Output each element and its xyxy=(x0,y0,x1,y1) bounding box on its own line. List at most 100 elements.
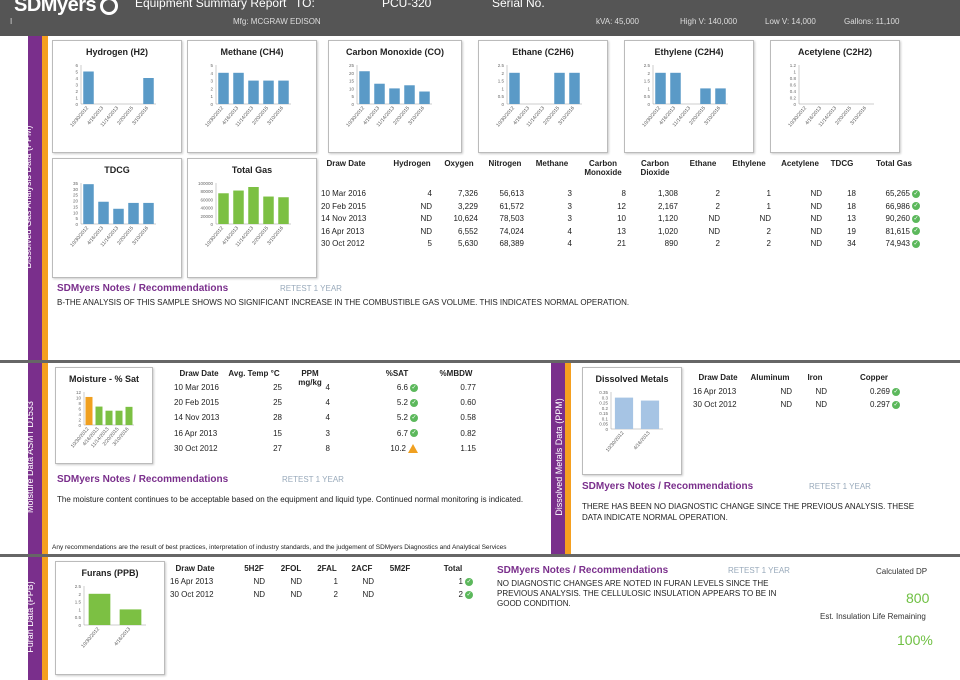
x-tick-label: 4/16/2013 xyxy=(633,430,652,451)
y-tick-label: 12 xyxy=(76,390,82,395)
chart-svg: 00.050.10.150.20.250.30.35 10/30/2012 4/16… xyxy=(599,390,663,453)
table-cell: ND xyxy=(253,590,265,599)
metals-retest: RETEST 1 YEAR xyxy=(809,482,871,491)
check-icon: ✓ xyxy=(912,189,920,198)
table-cell: ND xyxy=(708,226,720,236)
chart-title: Ethane (C2H6) xyxy=(512,47,574,57)
section-divider xyxy=(0,360,960,363)
table-cell: 74,024 xyxy=(499,226,524,236)
table-cell: 20 Feb 2015 xyxy=(174,398,219,408)
y-tick-label: 1 xyxy=(78,607,81,612)
table-cell: ND xyxy=(815,387,827,396)
table-cell: 4 xyxy=(325,398,330,408)
y-tick-label: 2.5 xyxy=(498,63,505,68)
y-tick-label: 20000 xyxy=(200,214,213,219)
check-icon: ✓ xyxy=(410,383,418,392)
to-value: PCU-320 xyxy=(382,0,432,10)
column-header: Draw Date xyxy=(179,369,219,378)
table-cell: 8 xyxy=(325,443,330,453)
bar xyxy=(83,71,94,104)
moisture-section-label: Moisture Data ASMT D1533 xyxy=(25,401,35,513)
bar xyxy=(95,406,103,425)
mfg-info: Mfg: MCGRAW EDISON xyxy=(233,17,321,26)
chart-title: Total Gas xyxy=(231,165,273,175)
table-cell: 1,020 xyxy=(657,226,678,236)
table-cell: 5,630 xyxy=(457,239,478,248)
y-tick-label: 6 xyxy=(75,63,78,68)
carbon-monoxide-chart: Carbon Monoxide (CO) 0 5 10 15 20 25 10/30/2012… xyxy=(328,40,462,153)
column-header: Avg. Temp °C xyxy=(228,369,280,378)
serial-label: Serial No. xyxy=(492,0,545,10)
table-cell: 2 xyxy=(715,189,720,198)
table-cell: 66,986 ✓ xyxy=(885,201,920,211)
table-cell: 13 xyxy=(617,226,626,236)
table-cell: 14 Nov 2013 xyxy=(174,413,220,423)
table-cell: 3 xyxy=(567,201,572,211)
dissolved-metals-chart: Dissolved Metals 0 0.05 0.1 0.15 0.2 0.25 0.3 0.… xyxy=(582,367,682,475)
y-tick-label: 15 xyxy=(73,204,79,209)
y-tick-label: 40000 xyxy=(200,206,213,211)
table-cell: 16 Apr 2013 xyxy=(321,226,365,236)
y-tick-label: 1 xyxy=(501,86,504,91)
bar xyxy=(404,85,415,104)
calculated-dp-label: Calculated DP xyxy=(876,567,928,576)
y-tick-label: 15 xyxy=(349,79,355,84)
table-cell: 890 xyxy=(664,239,678,248)
y-tick-label: 2 xyxy=(75,89,78,94)
moisture-accent xyxy=(42,363,48,554)
bar xyxy=(143,78,154,104)
moisture-band xyxy=(28,363,42,554)
bar xyxy=(640,400,660,429)
table-cell: 90,260 ✓ xyxy=(885,214,920,223)
section-divider xyxy=(0,554,960,557)
ethylene-chart: Ethylene (C2H4) 0 0.5 1 1.5 2 2.5 10/30/2012 4/1… xyxy=(624,40,754,153)
lowv-info: Low V: 14,000 xyxy=(765,17,816,26)
y-tick-label: 0.3 xyxy=(602,395,609,400)
table-cell: 7,326 xyxy=(457,189,478,198)
bar xyxy=(248,186,259,224)
table-cell: 30 Oct 2012 xyxy=(174,443,218,453)
table-cell: 20 Feb 2015 xyxy=(321,201,366,211)
bar xyxy=(233,72,244,104)
recommendations-disclaimer: Any recommendations are the result of be… xyxy=(52,544,507,551)
table-cell: 12 xyxy=(617,201,626,211)
bar xyxy=(113,208,124,224)
table-cell: 78,503 xyxy=(499,214,524,223)
table-cell: 3 xyxy=(325,428,330,438)
calculated-dp-value: 800 xyxy=(906,590,930,606)
x-tick-label: 10/30/2012 xyxy=(69,225,90,248)
tdcg-chart: TDCG 0 5 10 15 20 25 30 35 10/30/2012 4/16/2013 11/… xyxy=(52,158,182,278)
table-cell: 74,943 ✓ xyxy=(885,239,920,248)
chart-title: Carbon Monoxide (CO) xyxy=(346,47,444,57)
x-tick-label: 10/30/2012 xyxy=(787,105,808,128)
y-tick-label: 2 xyxy=(647,71,650,76)
column-header: 2ACF xyxy=(351,564,373,573)
column-header: Draw Date xyxy=(175,564,215,573)
column-header: Aluminum xyxy=(750,373,790,382)
x-tick-label: 10/30/2012 xyxy=(345,105,366,128)
chart-title: Moisture - % Sat xyxy=(68,374,139,384)
y-tick-label: 0 xyxy=(501,102,504,107)
y-tick-label: 0.5 xyxy=(644,94,651,99)
table-cell: ND xyxy=(420,214,432,223)
y-tick-label: 0 xyxy=(605,427,608,432)
bar xyxy=(509,72,520,104)
table-cell: 4 xyxy=(325,383,330,392)
table-cell: ND xyxy=(759,214,771,223)
table-cell: ND xyxy=(420,226,432,236)
check-icon: ✓ xyxy=(892,400,900,409)
y-tick-label: 0.5 xyxy=(75,615,82,620)
table-cell: 18 xyxy=(847,189,856,198)
table-cell: 0.297 ✓ xyxy=(869,400,900,409)
bar xyxy=(263,196,274,224)
furan-notes-title: SDMyers Notes / Recommendations xyxy=(497,565,669,576)
check-icon: ✓ xyxy=(912,227,920,236)
bar xyxy=(248,80,259,104)
table-cell: 16 Apr 2013 xyxy=(170,577,214,586)
table-cell: ND xyxy=(810,201,822,211)
bar xyxy=(359,71,370,104)
y-tick-label: 1.5 xyxy=(644,79,651,84)
y-tick-label: 0.35 xyxy=(599,390,608,395)
table-cell: 4 xyxy=(567,226,572,236)
table-cell: 34 xyxy=(847,239,856,248)
